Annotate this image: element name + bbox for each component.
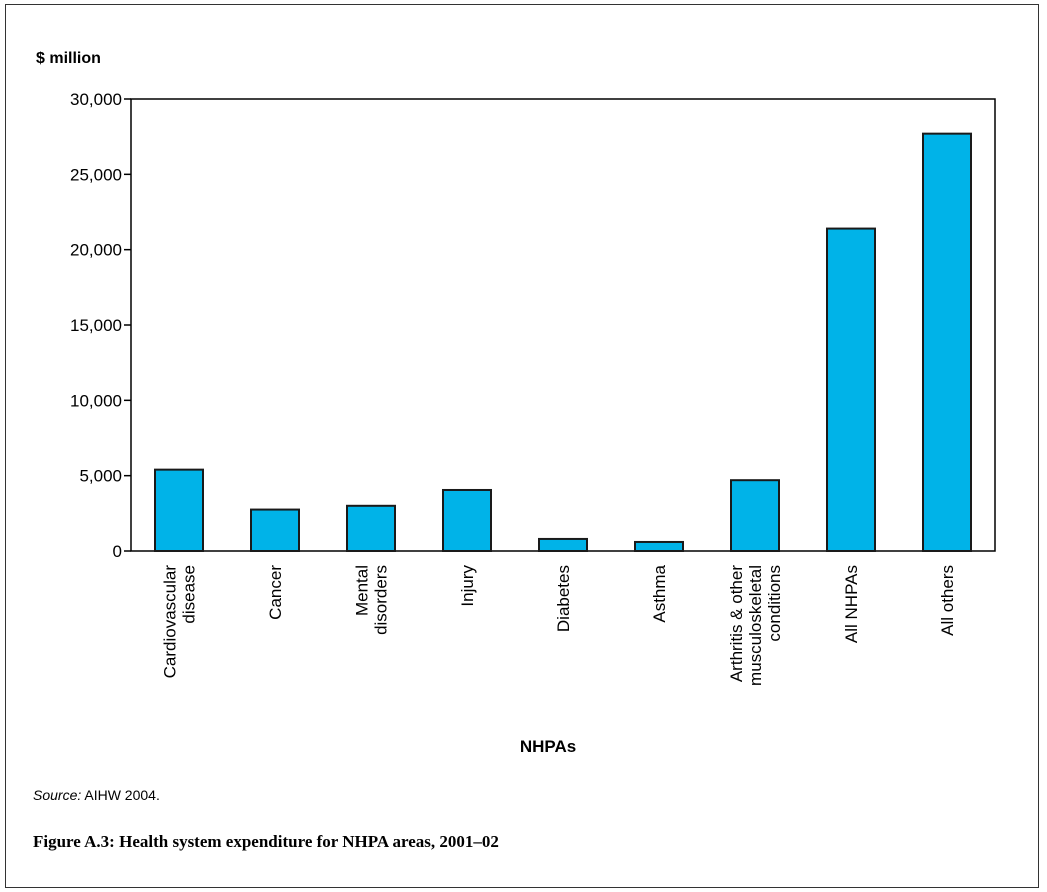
y-tick-label: 0 [113, 542, 122, 561]
x-tick-label: Cardiovasculardisease [161, 565, 199, 679]
bar [154, 468, 204, 553]
x-tick-label-line: All others [938, 565, 957, 636]
x-tick-label-line: disease [180, 565, 199, 624]
x-tick-label-line: Mental [353, 565, 372, 616]
bar-series [154, 132, 972, 553]
x-tick-label-line: Asthma [650, 564, 669, 622]
x-tick-label: All others [938, 565, 957, 636]
x-tick-label: Diabetes [554, 565, 573, 632]
source-text: AIHW 2004. [81, 787, 160, 803]
y-tick-label: 30,000 [70, 90, 122, 109]
bar [346, 504, 396, 552]
figure-caption: Figure A.3: Health system expenditure fo… [33, 832, 499, 851]
y-tick-label: 20,000 [70, 241, 122, 260]
x-tick-label: Mentaldisorders [353, 565, 391, 635]
y-axis-label: $ million [36, 50, 101, 67]
y-tick-label: 10,000 [70, 391, 122, 410]
x-tick-label: Cancer [266, 565, 285, 620]
bar [634, 540, 684, 553]
x-tick-label-line: Arthritis & other [727, 565, 746, 682]
x-tick-label-line: musculoskeletal [746, 565, 765, 686]
x-tick-label: Injury [458, 565, 477, 607]
source-note: Source: AIHW 2004. [33, 787, 160, 803]
x-tick-label-line: Cardiovascular [161, 565, 180, 679]
bar [442, 488, 492, 553]
x-tick-label-line: Diabetes [554, 565, 573, 632]
bar [538, 537, 588, 552]
x-tick-label: Asthma [650, 564, 669, 622]
bar [922, 132, 972, 553]
x-tick-label: Arthritis & othermusculoskeletalconditio… [727, 565, 784, 686]
y-tick-label: 25,000 [70, 165, 122, 184]
bar [730, 479, 780, 553]
y-axis-ticks: 0 5,000 10,000 15,000 20,000 25,000 30,000 [70, 90, 131, 561]
x-tick-label-line: Injury [458, 565, 477, 607]
x-axis-tick-labels: Cardiovasculardisease Cancer Mentaldisorde… [161, 564, 958, 685]
y-tick-label: 5,000 [79, 467, 122, 486]
x-tick-label-line: disorders [372, 565, 391, 635]
bar [250, 508, 300, 553]
source-label: Source: [33, 787, 82, 803]
x-tick-label-line: Cancer [266, 565, 285, 620]
bar [826, 227, 876, 552]
x-tick-label: All NHPAs [842, 565, 861, 643]
x-tick-label-line: All NHPAs [842, 565, 861, 643]
x-axis-label: NHPAs [520, 737, 576, 756]
x-tick-label-line: conditions [765, 565, 784, 642]
y-tick-label: 15,000 [70, 316, 122, 335]
